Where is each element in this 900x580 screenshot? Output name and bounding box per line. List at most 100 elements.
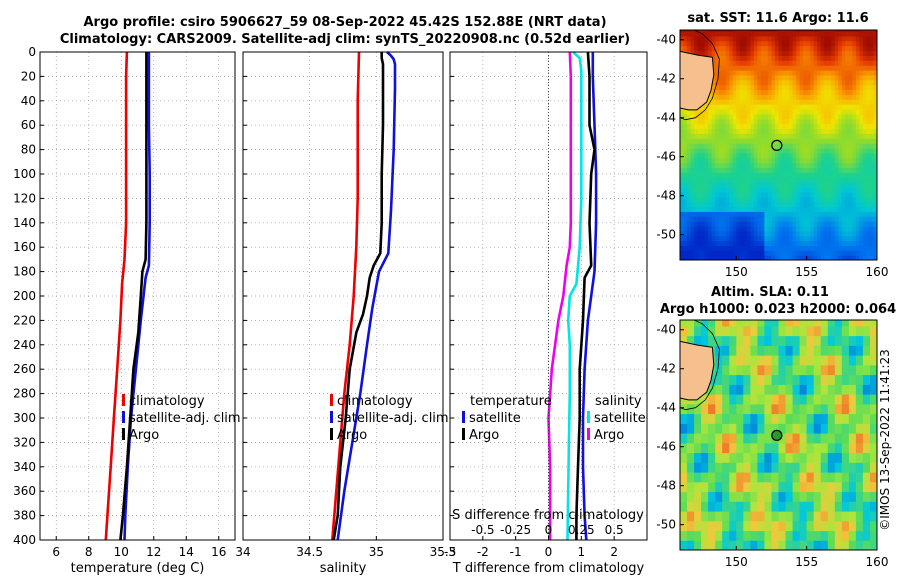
sst-cell bbox=[799, 162, 804, 168]
sst-cell bbox=[736, 167, 741, 173]
sla-cell bbox=[806, 520, 815, 532]
sst-cell bbox=[746, 128, 751, 134]
sla-cell bbox=[848, 520, 857, 532]
sst-cell bbox=[841, 35, 846, 42]
sst-cell bbox=[753, 123, 758, 130]
sst-cell bbox=[859, 167, 864, 173]
sst-cell bbox=[785, 221, 790, 227]
sst-cell bbox=[704, 255, 709, 260]
sla-cell bbox=[722, 433, 730, 444]
sst-cell bbox=[831, 177, 836, 183]
sst-cell bbox=[789, 45, 794, 52]
sst-cell bbox=[859, 186, 864, 193]
sla-cell bbox=[750, 452, 758, 463]
sst-cell bbox=[806, 143, 811, 149]
sst-cell bbox=[824, 94, 829, 100]
sst-cell bbox=[817, 255, 822, 260]
sla-cell bbox=[771, 452, 780, 463]
sla-cell bbox=[799, 491, 808, 502]
sla-cell bbox=[750, 320, 758, 327]
sla-cell bbox=[701, 540, 709, 550]
sla-cell bbox=[785, 325, 794, 337]
sst-cell bbox=[775, 84, 780, 91]
sst-cell bbox=[680, 152, 685, 159]
sst-cell bbox=[704, 186, 709, 193]
sst-cell bbox=[729, 172, 734, 178]
sst-cell bbox=[722, 201, 727, 207]
sal-line-satellite-adj-clim bbox=[336, 51, 397, 541]
sst-cell bbox=[782, 94, 787, 100]
sst-cell bbox=[760, 177, 765, 183]
sst-cell bbox=[852, 70, 857, 76]
sst-cell bbox=[862, 31, 867, 37]
sla-cell bbox=[701, 403, 709, 415]
sla-cell bbox=[785, 491, 794, 502]
sst-cell bbox=[760, 147, 765, 154]
sla-cell bbox=[708, 394, 716, 405]
sst-cell bbox=[683, 255, 688, 260]
sst-cell bbox=[827, 196, 832, 203]
sst-cell bbox=[873, 35, 877, 42]
sst-cell bbox=[718, 167, 723, 173]
sst-cell bbox=[834, 35, 839, 42]
sst-cell bbox=[743, 84, 748, 91]
sst-cell bbox=[753, 157, 758, 164]
sla-cell bbox=[870, 462, 877, 473]
temp-legend-climatology-swatch bbox=[122, 394, 125, 406]
sst-cell bbox=[813, 225, 818, 232]
sst-cell bbox=[799, 65, 804, 71]
sst-cell bbox=[701, 152, 706, 159]
sla-cell bbox=[841, 364, 850, 376]
sst-cell bbox=[824, 172, 829, 178]
sst-cell bbox=[711, 186, 716, 193]
sla-cell bbox=[764, 472, 772, 483]
sst-cell bbox=[715, 177, 720, 183]
sla-cell bbox=[743, 511, 751, 522]
sst-cell bbox=[739, 70, 744, 76]
sst-cell bbox=[870, 167, 875, 173]
sst-cell bbox=[764, 50, 769, 56]
sla-cell bbox=[778, 335, 787, 346]
sst-cell bbox=[771, 250, 776, 256]
sst-cell bbox=[725, 255, 730, 260]
sst-cell bbox=[764, 84, 769, 91]
sst-cell bbox=[859, 216, 864, 222]
sst-cell bbox=[732, 221, 737, 227]
sst-cell bbox=[855, 216, 860, 222]
sla-cell bbox=[694, 540, 702, 550]
sst-cell bbox=[725, 108, 730, 115]
sst-cell bbox=[848, 70, 853, 76]
sst-cell bbox=[708, 94, 713, 100]
sst-cell bbox=[838, 230, 843, 237]
sst-cell bbox=[725, 55, 730, 61]
sst-cell bbox=[711, 201, 716, 207]
sst-cell bbox=[732, 167, 737, 173]
sst-cell bbox=[848, 147, 853, 154]
sst-cell bbox=[764, 118, 769, 125]
sla-cell bbox=[862, 462, 871, 473]
sla-cell bbox=[771, 394, 780, 405]
sst-cell bbox=[785, 250, 790, 256]
sst-cell bbox=[785, 94, 790, 100]
sst-cell bbox=[718, 230, 723, 237]
sst-cell bbox=[813, 70, 818, 76]
sla-cell bbox=[750, 355, 758, 366]
sst-cell bbox=[725, 118, 730, 125]
sst-cell bbox=[732, 79, 737, 86]
sla-cell bbox=[841, 520, 850, 532]
sst-cell bbox=[729, 147, 734, 154]
sst-cell bbox=[831, 108, 836, 115]
sst-cell bbox=[729, 50, 734, 56]
sst-cell bbox=[708, 216, 713, 222]
diff-legend-temp-argo-label: Argo bbox=[469, 428, 499, 443]
sla-cell bbox=[687, 472, 695, 483]
sst-cell bbox=[725, 147, 730, 154]
sla-cell bbox=[736, 394, 744, 405]
sst-cell bbox=[757, 172, 762, 178]
sst-cell bbox=[725, 162, 730, 168]
sla-cell bbox=[841, 325, 850, 337]
sst-cell bbox=[739, 104, 744, 110]
sst-cell bbox=[711, 60, 716, 66]
sst-cell bbox=[831, 172, 836, 178]
sst-cell bbox=[834, 108, 839, 115]
